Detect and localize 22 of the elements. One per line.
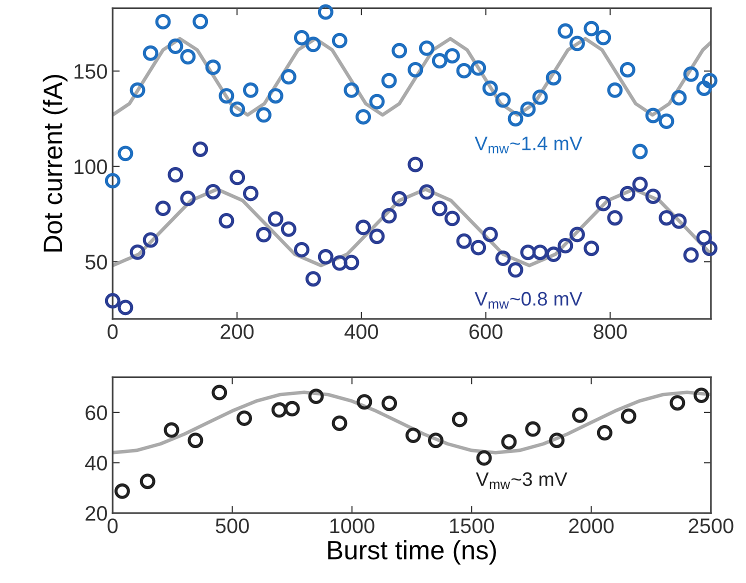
y-tick-label: 60: [86, 405, 107, 420]
y-axis-title: Dot current (fA): [42, 74, 68, 252]
x-tick-label: 0: [108, 324, 118, 340]
x-tick-label: 1000: [330, 518, 374, 534]
x-tick-label: 2000: [569, 518, 614, 534]
x-tick-label: 800: [594, 324, 627, 340]
x-tick-label: 600: [469, 324, 502, 340]
y-tick-label: 100: [74, 159, 107, 174]
x-tick-label: 1500: [450, 518, 494, 534]
x-tick-label: 2500: [688, 518, 734, 534]
x-tick-label: 0: [108, 518, 118, 534]
x-axis-title: Burst time (ns): [328, 540, 496, 565]
x-tick-label: 500: [216, 518, 249, 534]
x-tick-label: 400: [344, 324, 378, 340]
x-tick-label: 200: [220, 324, 254, 340]
y-tick-label: 50: [85, 254, 107, 270]
y-tick-label: 150: [74, 64, 107, 79]
series-label: V$_{mw}$~1.4 mV: [474, 136, 582, 154]
series-label: V$_{mw}$~3 mV: [476, 472, 568, 489]
y-tick-label: 40: [85, 456, 107, 470]
series-label: V$_{mw}$~0.8 mV: [474, 292, 582, 309]
y-tick-label: 20: [86, 506, 107, 521]
